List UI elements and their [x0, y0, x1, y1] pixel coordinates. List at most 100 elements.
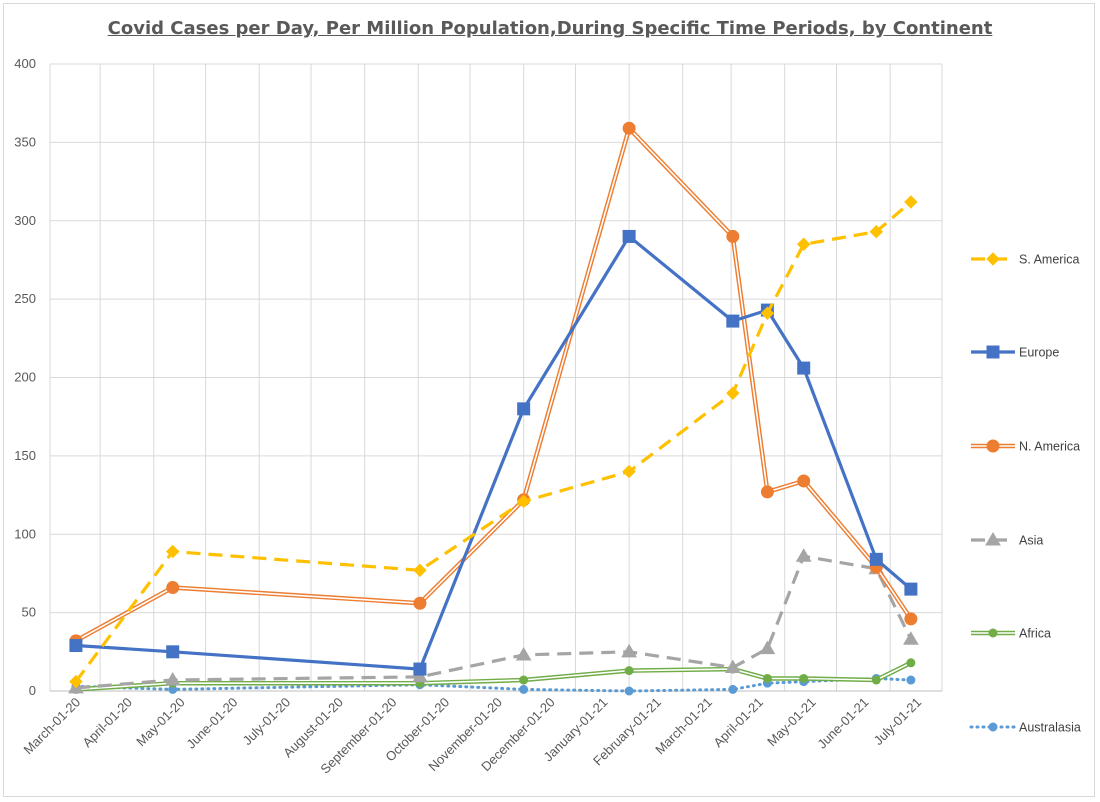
series-n-america	[69, 121, 918, 648]
legend-item-africa: Africa	[971, 627, 1051, 641]
data-point-europe	[517, 402, 531, 416]
y-tick-label: 400	[14, 56, 36, 71]
legend-item-australasia: Australasia	[969, 721, 1081, 735]
legend-swatch-marker	[985, 532, 1001, 546]
x-tick-label: March-01-20	[20, 695, 83, 758]
data-point-europe	[797, 361, 811, 375]
legend-item-asia: Asia	[971, 532, 1043, 548]
series-line-n-america-outer	[74, 126, 913, 643]
data-point-n-america	[166, 581, 180, 595]
data-point-europe	[166, 645, 180, 659]
data-point-africa	[799, 673, 809, 683]
legend-label: N. America	[1019, 440, 1080, 454]
x-tick-label: April-01-21	[710, 695, 766, 751]
data-point-africa	[871, 675, 881, 685]
data-point-s-america	[69, 674, 83, 689]
data-point-s-america	[796, 237, 811, 251]
legend-label: Australasia	[1019, 721, 1081, 735]
data-point-africa	[762, 673, 772, 683]
y-tick-label: 50	[22, 605, 36, 620]
legend-item-europe: Europe	[971, 345, 1059, 360]
data-point-s-america	[904, 195, 918, 209]
data-point-europe	[622, 229, 636, 243]
data-point-asia	[164, 672, 181, 686]
data-point-n-america	[413, 596, 427, 610]
data-point-asia	[724, 659, 741, 673]
x-tick-label: June-01-21	[814, 695, 871, 752]
data-point-asia	[621, 643, 637, 658]
data-point-australasia	[519, 684, 529, 694]
data-point-australasia	[728, 684, 738, 694]
data-point-s-america	[413, 563, 427, 578]
legend-label: Europe	[1019, 346, 1059, 360]
data-point-australasia	[906, 675, 916, 685]
y-tick-label: 350	[14, 134, 36, 149]
legend-item-s-america: S. America	[971, 252, 1079, 267]
data-point-asia	[903, 631, 919, 645]
series-line-europe	[75, 234, 912, 671]
legend-swatch-marker	[986, 345, 1000, 359]
x-tick-label: July-01-20	[240, 695, 294, 749]
series-africa	[71, 658, 916, 694]
series-asia	[68, 548, 919, 694]
series-line-asia	[75, 554, 913, 690]
legend-swatch-marker	[988, 722, 998, 732]
data-point-s-america	[166, 544, 180, 559]
x-tick-label: June-01-20	[183, 695, 240, 752]
data-point-n-america	[904, 612, 918, 626]
y-tick-label: 300	[14, 213, 36, 228]
data-point-europe	[869, 552, 883, 566]
data-point-n-america	[726, 229, 740, 243]
legend-swatch-marker	[988, 628, 998, 638]
series-line-n-america-inner	[75, 127, 912, 642]
data-point-europe	[69, 639, 83, 653]
data-point-europe	[904, 582, 918, 596]
chart-title: Covid Cases per Day, Per Million Populat…	[107, 18, 993, 39]
legend-swatch-marker	[986, 252, 1000, 266]
legend: S. America Europe N. America Asia Africa Aust…	[969, 252, 1081, 735]
series-line-s-america	[74, 200, 912, 683]
y-tick-label: 0	[29, 683, 36, 698]
data-point-n-america	[760, 485, 774, 499]
data-point-asia	[795, 548, 812, 562]
y-tick-label: 100	[14, 526, 36, 541]
x-tick-label: May-01-20	[133, 695, 188, 750]
series-europe	[69, 229, 918, 676]
legend-label: S. America	[1019, 253, 1079, 267]
series-line-africa-inner	[75, 662, 912, 691]
series-line-africa-outer	[75, 660, 912, 692]
data-point-s-america	[622, 464, 636, 479]
data-point-africa	[519, 675, 529, 685]
grid	[49, 63, 943, 692]
data-point-n-america	[622, 121, 636, 135]
x-tick-label: July-01-21	[871, 695, 925, 749]
data-point-n-america	[797, 474, 811, 488]
data-point-s-america	[869, 225, 884, 239]
data-point-africa	[906, 658, 916, 668]
y-tick-label: 250	[14, 291, 36, 306]
legend-label: Africa	[1019, 627, 1051, 641]
legend-label: Asia	[1019, 534, 1043, 548]
y-tick-label: 150	[14, 448, 36, 463]
x-axis-ticks: March-01-20April-01-20May-01-20June-01-2…	[20, 695, 924, 777]
series-s-america	[69, 195, 918, 689]
data-point-europe	[726, 314, 740, 328]
legend-swatch-marker	[986, 439, 1000, 453]
data-point-s-america	[760, 306, 775, 320]
data-point-europe	[413, 662, 427, 676]
legend-item-n-america: N. America	[971, 439, 1080, 454]
y-axis-ticks: 0 50 100 150 200 250 300 350 400	[14, 56, 36, 698]
data-point-australasia	[624, 686, 634, 696]
series	[68, 121, 919, 696]
data-point-s-america	[726, 386, 740, 400]
data-point-africa	[624, 666, 634, 676]
data-point-asia	[515, 646, 532, 661]
data-point-asia	[759, 640, 776, 655]
series-line-australasia	[74, 677, 913, 693]
data-point-asia	[412, 668, 428, 683]
y-tick-label: 200	[14, 370, 36, 385]
data-point-s-america	[516, 494, 531, 509]
x-tick-label: April-01-20	[79, 695, 135, 751]
x-tick-label: May-01-21	[764, 695, 819, 750]
